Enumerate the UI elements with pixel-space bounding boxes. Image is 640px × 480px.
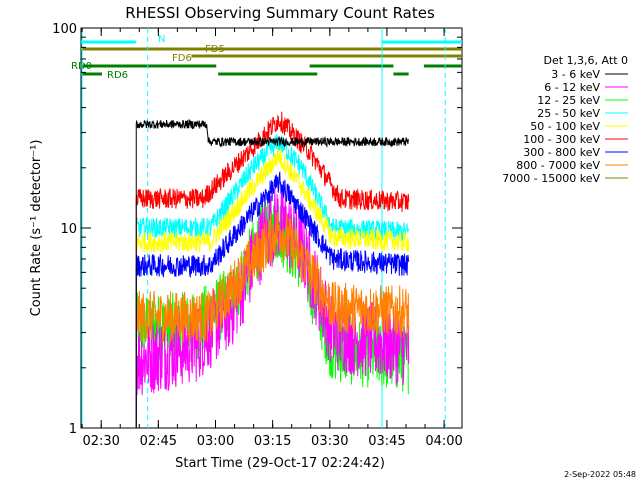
x-tick-label: 04:00 (425, 434, 462, 449)
series-lines (135, 111, 410, 428)
footer-timestamp: 2-Sep-2022 05:48 (564, 470, 636, 479)
chart-title: RHESSI Observing Summary Count Rates (125, 4, 435, 22)
x-tick-label: 03:30 (311, 434, 348, 449)
flag-label-fd5: FD5 (205, 44, 225, 55)
y-tick-label: 100 (52, 22, 77, 37)
series-line (135, 134, 410, 242)
legend-label: 100 - 300 keV (523, 133, 600, 146)
legend-header: Det 1,3,6, Att 0 (544, 54, 628, 67)
series-line (135, 171, 410, 279)
legend-label: 25 - 50 keV (537, 107, 600, 120)
y-axis: 1 10 100 (52, 22, 462, 437)
legend-label: 300 - 800 keV (523, 146, 600, 159)
legend-label: 6 - 12 keV (544, 81, 600, 94)
legend-label: 800 - 7000 keV (516, 159, 600, 172)
series-line (135, 148, 410, 253)
x-tick-label: 02:45 (140, 434, 177, 449)
y-tick-label: 10 (60, 222, 77, 237)
legend-label: 12 - 25 keV (537, 94, 600, 107)
x-tick-label: 03:45 (368, 434, 405, 449)
series-line (135, 118, 409, 148)
legend-label: 3 - 6 keV (551, 68, 600, 81)
series-line (135, 211, 410, 345)
legend-label: 50 - 100 keV (530, 120, 600, 133)
y-tick-label: 1 (69, 422, 77, 437)
x-tick-label: 03:15 (254, 434, 291, 449)
flag-bars: NFD5FD6RD0RD6 (71, 34, 462, 81)
legend-label: 7000 - 15000 keV (502, 172, 600, 185)
flag-label-fd6: FD6 (172, 53, 192, 64)
x-axis: 02:30 02:45 03:00 03:15 03:30 03:45 04:00 (81, 28, 463, 449)
x-tick-label: 03:00 (197, 434, 234, 449)
series-line (135, 111, 410, 212)
flag-label-n: N (158, 34, 165, 45)
flag-label-rd6: RD6 (107, 70, 128, 81)
y-axis-label: Count Rate (s⁻¹ detector⁻¹) (29, 140, 44, 317)
x-axis-label: Start Time (29-Oct-17 02:24:42) (175, 456, 385, 471)
x-tick-label: 02:30 (82, 434, 119, 449)
